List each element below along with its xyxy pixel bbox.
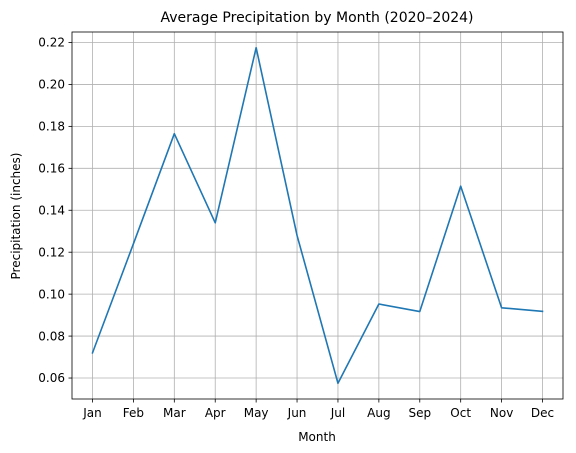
x-tick-label: Nov (490, 406, 513, 420)
y-tick-label: 0.10 (38, 287, 65, 301)
x-tick-label: Jan (82, 406, 102, 420)
plot-frame (71, 31, 564, 400)
x-tick-label: Sep (408, 406, 431, 420)
x-tick-label: Mar (163, 406, 186, 420)
x-tick-label: May (244, 406, 269, 420)
y-tick-label: 0.20 (38, 78, 65, 92)
x-tick-label: Dec (531, 406, 554, 420)
y-axis: 0.06 0.08 0.10 0.12 0.14 0.16 0.18 0.20 0.22 (38, 36, 72, 385)
x-tick-label: Apr (205, 406, 226, 420)
series-line (91, 46, 544, 385)
x-tick-label: Jun (287, 406, 307, 420)
y-tick-label: 0.18 (38, 120, 65, 134)
x-tick-label: Jul (330, 406, 345, 420)
y-tick-label: 0.22 (38, 36, 65, 50)
y-tick-label: 0.14 (38, 203, 65, 217)
y-tick-label: 0.06 (38, 371, 65, 385)
x-axis: Jan Feb Mar Apr May Jun Jul Aug Sep Oct Nov Dec (82, 399, 554, 420)
x-tick-label: Aug (367, 406, 390, 420)
x-axis-label: Month (298, 430, 336, 444)
y-tick-label: 0.16 (38, 162, 65, 176)
y-axis-label: Precipitation (inches) (9, 153, 23, 280)
x-tick-label: Feb (123, 406, 144, 420)
x-tick-label: Oct (450, 406, 471, 420)
chart-title: Average Precipitation by Month (2020–202… (160, 10, 473, 26)
y-tick-label: 0.12 (38, 245, 65, 259)
y-tick-label: 0.08 (38, 329, 65, 343)
grid (72, 32, 563, 399)
series-group (91, 46, 544, 385)
